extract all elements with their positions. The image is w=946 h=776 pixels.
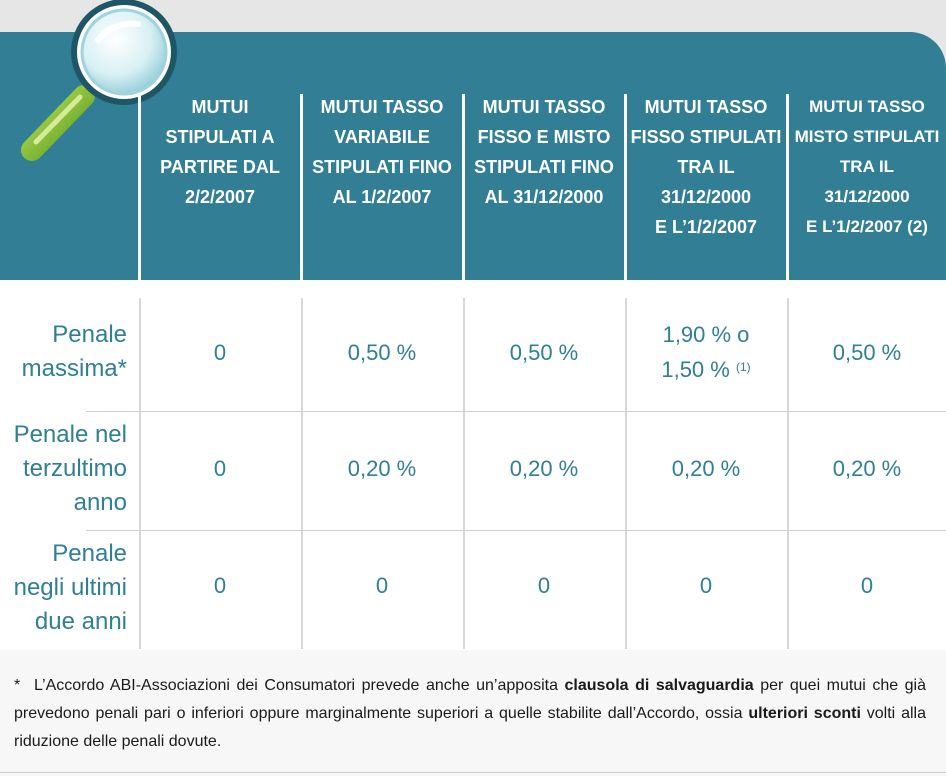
column-divider bbox=[139, 298, 141, 649]
table-cell: 0,50 % bbox=[509, 340, 579, 365]
table-cell: 0,20 % bbox=[509, 456, 579, 481]
header-line: 31/12/2000 bbox=[660, 187, 752, 207]
header-line: 31/12/2000 bbox=[824, 187, 910, 206]
header-line: MUTUI bbox=[191, 97, 249, 117]
header-line: TRA IL bbox=[677, 157, 735, 177]
bottom-divider bbox=[0, 772, 946, 773]
table-cell: 0,20 % bbox=[671, 456, 741, 481]
table-cell: 0 bbox=[213, 573, 227, 598]
header-divider bbox=[138, 94, 141, 280]
header-line: STIPULATI A bbox=[165, 127, 275, 147]
table-cell: 0,20 % bbox=[347, 456, 417, 481]
column-divider bbox=[787, 298, 789, 649]
header-line: E L’1/2/2007 bbox=[654, 217, 758, 237]
header-line: MUTUI TASSO bbox=[809, 97, 925, 116]
row-label-line: negli ultimi bbox=[13, 574, 127, 601]
column-divider bbox=[463, 298, 465, 649]
row-label-line: Penale bbox=[52, 321, 127, 348]
row-label-line: terzultimo bbox=[22, 455, 127, 482]
footnote-emphasis: ulteriori sconti bbox=[748, 705, 861, 722]
row-label-line: due anni bbox=[34, 608, 127, 635]
header-line: MUTUI TASSO bbox=[644, 97, 768, 117]
column-header-2: MUTUI TASSO VARIABILE STIPULATI FINO AL … bbox=[302, 92, 462, 280]
row-label-line: Penale nel bbox=[13, 421, 127, 448]
header-line: 2/2/2007 bbox=[184, 187, 256, 207]
table-cell: 0 bbox=[375, 573, 389, 598]
table-cell: 0 bbox=[537, 573, 551, 598]
footnote-ref: (1) bbox=[735, 360, 751, 374]
table-cell: 0,50 % bbox=[347, 340, 417, 365]
footnote-area bbox=[0, 650, 946, 776]
header-line: VARIABILE bbox=[334, 127, 430, 147]
header-line: TRA IL bbox=[839, 157, 895, 176]
column-header-5: MUTUI TASSO MISTO STIPULATI TRA IL 31/12… bbox=[788, 92, 946, 280]
header-line: MUTUI TASSO bbox=[320, 97, 444, 117]
cell-line-1: 1,90 % o bbox=[662, 322, 750, 347]
header-line: PARTIRE DAL bbox=[160, 157, 280, 177]
header-line: AL 1/2/2007 bbox=[332, 187, 432, 207]
footnote-emphasis: clausola di salvaguardia bbox=[564, 677, 754, 694]
row-label-penale-terzultimo: Penale nel terzultimo anno bbox=[0, 418, 127, 520]
cell-line-2: 1,50 % (1) bbox=[661, 357, 751, 382]
header-divider bbox=[624, 94, 627, 280]
table-cell: 0 bbox=[860, 573, 874, 598]
header-divider bbox=[300, 94, 303, 280]
row-label-penale-ultimi-due-anni: Penale negli ultimi due anni bbox=[0, 537, 127, 639]
row-label-line: massima* bbox=[21, 355, 127, 382]
header-line: STIPULATI FINO bbox=[312, 157, 452, 177]
column-divider bbox=[301, 298, 303, 649]
header-line: AL 31/12/2000 bbox=[484, 187, 604, 207]
footnote-segment: per quei mutui che già prevedono penali … bbox=[14, 677, 927, 722]
table-cell: 0 bbox=[213, 456, 227, 481]
table-cell: 0 bbox=[699, 573, 713, 598]
header-line: MISTO STIPULATI bbox=[794, 127, 940, 146]
header-divider bbox=[786, 94, 789, 280]
header-divider bbox=[462, 94, 465, 280]
row-divider bbox=[86, 530, 946, 531]
row-label-line: Penale bbox=[52, 540, 127, 567]
footnote-segment: volti alla riduzione delle penali dovute… bbox=[14, 705, 927, 750]
column-header-3: MUTUI TASSO FISSO E MISTO STIPULATI FINO… bbox=[464, 92, 624, 280]
column-header-4: MUTUI TASSO FISSO STIPULATI TRA IL 31/12… bbox=[626, 92, 786, 280]
table-cell-split: 1,90 % o 1,50 % (1) bbox=[626, 319, 786, 386]
header-line: E L’1/2/2007 (2) bbox=[806, 217, 928, 236]
header-line: STIPULATI FINO bbox=[474, 157, 614, 177]
table-cell: 0 bbox=[213, 340, 227, 365]
header-line: FISSO STIPULATI bbox=[630, 127, 782, 147]
row-label-line: anno bbox=[73, 489, 127, 516]
column-divider bbox=[625, 298, 627, 649]
table-cell: 0,20 % bbox=[832, 456, 902, 481]
column-header-1: MUTUI STIPULATI A PARTIRE DAL 2/2/2007 bbox=[140, 92, 300, 280]
row-divider bbox=[86, 411, 946, 412]
row-label-penale-massima: Penale massima* bbox=[0, 318, 127, 386]
magnifying-glass-icon bbox=[21, 0, 177, 161]
header-line: MUTUI TASSO bbox=[482, 97, 606, 117]
table-cell: 0,50 % bbox=[832, 340, 902, 365]
footnote-marker: * bbox=[14, 677, 21, 694]
footnote-text: * L’Accordo ABI-Associazioni dei Consumat… bbox=[14, 672, 926, 756]
footnote-segment: L’Accordo ABI-Associazioni dei Consumato… bbox=[34, 677, 565, 694]
header-line: FISSO E MISTO bbox=[477, 127, 611, 147]
